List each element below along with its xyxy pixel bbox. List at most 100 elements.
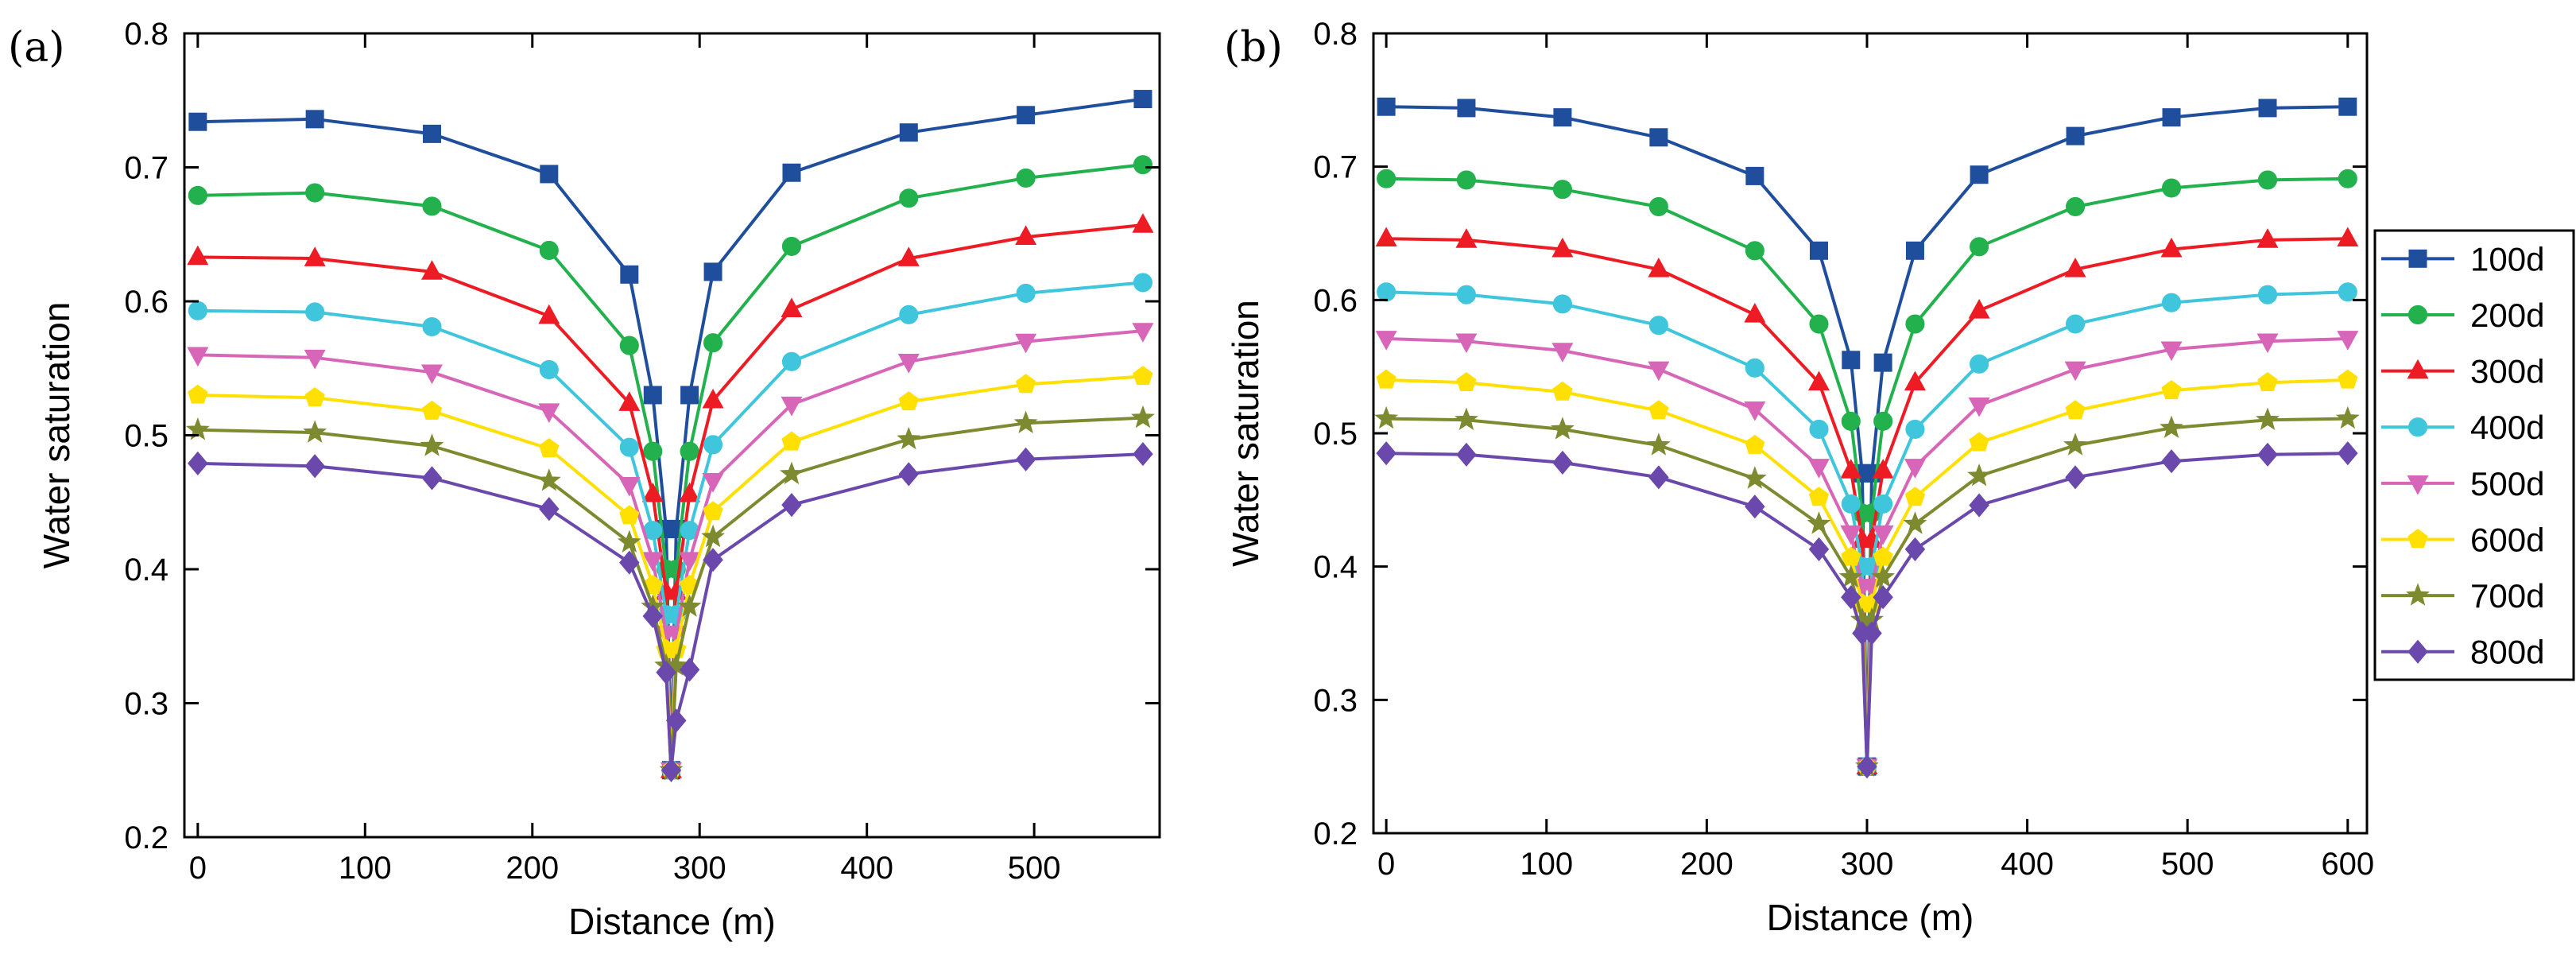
data-point-100d	[2066, 126, 2085, 145]
data-point-500d	[1968, 397, 1990, 417]
data-point-500d	[304, 349, 326, 370]
data-point-300d	[538, 304, 560, 324]
data-point-300d	[679, 482, 701, 502]
legend-label: 300d	[2470, 353, 2544, 390]
data-point-400d	[1648, 316, 1668, 335]
series-800d-b	[1376, 441, 2358, 779]
data-point-500d	[1840, 525, 1862, 545]
data-point-700d	[1646, 432, 1671, 456]
data-point-700d	[1454, 407, 1478, 430]
data-point-800d	[1873, 585, 1893, 610]
data-point-700d	[780, 461, 804, 485]
data-point-300d	[897, 246, 920, 266]
data-point-700d	[303, 420, 327, 443]
series-500d-b	[1375, 331, 2359, 778]
x-axis-label: Distance (m)	[568, 901, 776, 942]
data-point-300d	[1904, 370, 1926, 391]
data-point-400d	[422, 316, 442, 337]
data-point-300d	[1840, 459, 1862, 479]
data-point-300d	[702, 388, 724, 409]
y-tick-label: 0.5	[1313, 417, 1358, 452]
data-point-100d	[1649, 128, 1668, 147]
y-tick-label: 0.6	[1313, 283, 1358, 318]
data-point-200d	[2066, 196, 2086, 217]
data-point-800d	[421, 466, 443, 491]
data-point-200d	[1809, 314, 1829, 334]
data-point-500d	[1904, 459, 1926, 479]
data-point-100d	[1745, 166, 1764, 185]
y-tick-label: 0.4	[124, 553, 169, 588]
data-point-700d	[2256, 407, 2280, 430]
legend-marker	[2407, 417, 2428, 437]
data-point-200d	[1456, 170, 1476, 190]
data-point-700d	[1374, 405, 1399, 429]
series-line-100d	[1386, 105, 2348, 769]
data-point-800d	[898, 462, 920, 487]
data-point-300d	[1455, 228, 1478, 248]
data-point-100d	[1809, 241, 1828, 260]
data-point-200d	[1873, 411, 1893, 431]
data-point-300d	[1744, 302, 1766, 323]
data-point-300d	[781, 297, 803, 317]
data-point-600d	[1904, 487, 1926, 506]
y-tick-label: 0.2	[1313, 816, 1358, 851]
data-point-300d	[187, 245, 209, 266]
data-point-800d	[660, 758, 682, 782]
data-point-800d	[1552, 450, 1573, 475]
data-point-400d	[188, 301, 207, 320]
data-point-700d	[420, 433, 444, 456]
data-point-100d	[1553, 108, 1572, 127]
data-point-500d	[1648, 361, 1670, 382]
data-point-600d	[304, 387, 325, 407]
y-tick-label: 0.6	[124, 285, 169, 320]
data-point-100d	[2162, 108, 2181, 127]
data-point-400d	[703, 435, 723, 455]
data-point-500d	[618, 476, 641, 497]
data-point-300d	[1968, 298, 1990, 319]
data-point-400d	[1905, 419, 1925, 440]
legend-entry-700d: 700d	[2381, 577, 2544, 615]
data-point-800d	[656, 660, 676, 685]
x-tick-label: 100	[339, 851, 392, 886]
data-point-500d	[781, 396, 803, 417]
data-point-200d	[899, 188, 919, 208]
data-point-300d	[1551, 237, 1574, 258]
data-point-300d	[1375, 227, 1397, 247]
data-point-500d	[897, 353, 920, 374]
legend-label: 600d	[2470, 521, 2544, 558]
data-point-500d	[2160, 341, 2183, 362]
series-500d-a	[187, 323, 1154, 782]
y-axis-label: Water saturation	[1225, 300, 1266, 567]
data-point-500d	[1807, 459, 1830, 479]
data-point-300d	[304, 246, 326, 266]
data-point-800d	[642, 603, 664, 629]
legend-marker	[2407, 359, 2429, 379]
data-point-500d	[641, 552, 664, 572]
data-point-700d	[2335, 405, 2360, 429]
data-point-400d	[1456, 285, 1476, 304]
x-tick-label: 200	[506, 851, 559, 886]
data-point-800d	[1745, 495, 1765, 519]
data-point-600d	[2161, 380, 2182, 400]
data-point-500d	[187, 347, 209, 367]
data-point-300d	[2064, 257, 2086, 277]
data-point-300d	[2337, 227, 2359, 247]
legend-entry-300d: 300d	[2381, 353, 2544, 390]
data-point-700d	[1131, 405, 1155, 429]
x-tick-label: 400	[840, 851, 893, 886]
y-tick-label: 0.3	[124, 687, 169, 722]
data-point-500d	[1872, 525, 1894, 545]
data-point-800d	[2257, 442, 2278, 467]
x-tick-label: 500	[1008, 851, 1061, 886]
data-point-600d	[1552, 381, 1573, 401]
data-point-600d	[2338, 369, 2358, 389]
series-300d-a	[187, 213, 1154, 778]
data-point-700d	[1871, 564, 1896, 588]
legend-entry-600d: 600d	[2381, 521, 2544, 558]
series-line-300d	[197, 223, 1144, 772]
data-point-700d	[1838, 564, 1863, 588]
data-point-500d	[538, 403, 560, 423]
data-point-600d	[188, 384, 208, 404]
legend: 100d 200d 300d 400d 500d 600d 700d 800d	[2373, 229, 2575, 681]
data-point-600d	[1648, 400, 1669, 420]
